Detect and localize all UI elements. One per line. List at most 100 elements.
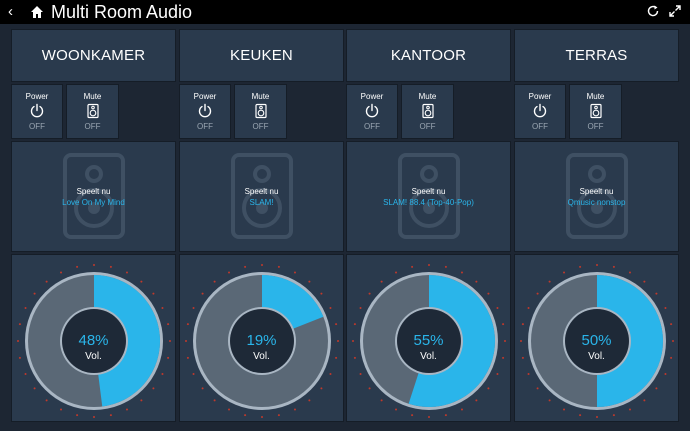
gauge-center [230,309,294,373]
power-button[interactable]: Power OFF [11,84,63,139]
volume-tick [161,372,164,375]
volume-tick [335,323,338,326]
mute-label: Mute [586,92,605,101]
speaker-icon [230,153,293,239]
power-label: Power [360,92,384,101]
mute-button[interactable]: Mute OFF [401,84,454,139]
volume-tick [670,323,673,326]
volume-tick [244,414,247,417]
volume-tick [664,372,667,375]
volume-tick [411,414,414,417]
volume-tick [308,399,311,402]
volume-tick [33,387,36,390]
speaker-icon [62,153,125,239]
speaker-mute-icon [86,103,99,119]
power-state: OFF [197,122,213,131]
volume-tick [45,399,48,402]
power-button[interactable]: Power OFF [179,84,231,139]
volume-tick [33,292,36,295]
volume-value: 55% [413,332,444,349]
volume-tick [395,271,398,274]
volume-tick [201,292,204,295]
volume-tick [536,387,539,390]
home-icon[interactable] [30,5,44,19]
fullscreen-icon[interactable] [668,4,682,18]
volume-tick [670,356,673,359]
room-title-tile: WOONKAMER [11,29,176,82]
volume-tick [643,399,646,402]
volume-label: Vol. [253,351,270,362]
volume-tick [460,271,463,274]
volume-dial[interactable]: 48% Vol. [11,254,176,422]
volume-tick [596,264,598,266]
volume-tick [368,387,371,390]
volume-tick [201,387,204,390]
power-label: Power [193,92,217,101]
volume-tick [548,280,551,283]
mute-button[interactable]: Mute OFF [66,84,119,139]
volume-tick [261,416,263,418]
power-icon [198,103,212,118]
power-button[interactable]: Power OFF [514,84,566,139]
room-title-tile: KEUKEN [179,29,344,82]
volume-label: Vol. [85,351,102,362]
room-name: KEUKEN [230,47,293,64]
volume-tick [380,399,383,402]
volume-tick [655,292,658,295]
chevron-left-icon[interactable]: ‹ [8,3,13,20]
volume-tick [213,399,216,402]
volume-dial[interactable]: 50% Vol. [514,254,679,422]
power-label: Power [25,92,49,101]
volume-tick [536,292,539,295]
now-playing-tile: Speelt nu SLAM! 88.4 (Top-40-Pop) [346,141,511,252]
volume-tick [329,372,332,375]
volume-tick [109,414,112,417]
volume-tick [395,408,398,411]
volume-tick [527,372,530,375]
volume-label: Vol. [420,351,437,362]
power-state: OFF [29,122,45,131]
volume-tick [140,280,143,283]
volume-tick [520,340,522,342]
refresh-icon[interactable] [646,4,660,18]
now-playing-title: SLAM! [249,198,274,207]
power-button[interactable]: Power OFF [346,84,398,139]
volume-tick [125,271,128,274]
volume-tick [496,307,499,310]
volume-tick [140,399,143,402]
speaker-icon [565,153,628,239]
volume-tick [527,307,530,310]
volume-tick [368,292,371,295]
volume-tick [167,356,170,359]
now-playing-title: SLAM! 88.4 (Top-40-Pop) [383,198,474,207]
gauge-center [62,309,126,373]
volume-dial[interactable]: 55% Vol. [346,254,511,422]
volume-gauge[interactable] [12,255,176,423]
mute-button[interactable]: Mute OFF [569,84,622,139]
volume-gauge[interactable] [180,255,344,423]
volume-gauge[interactable] [347,255,511,423]
volume-ticks [17,264,171,418]
now-playing-tile: Speelt nu Qmusic nonstop [514,141,679,252]
volume-tick [643,280,646,283]
now-playing-tile: Speelt nu SLAM! [179,141,344,252]
volume-tick [548,399,551,402]
volume-tick [213,280,216,283]
now-playing-title: Qmusic nonstop [567,198,626,207]
volume-tick [18,356,21,359]
room-title-tile: TERRAS [514,29,679,82]
volume-tick [335,356,338,359]
top-bar: ‹ Multi Room Audio [0,0,690,24]
volume-gauge[interactable] [515,255,679,423]
speaker-mute-icon [254,103,267,119]
volume-tick [460,408,463,411]
gauge-center [565,309,629,373]
mute-state: OFF [84,122,101,131]
volume-dial[interactable]: 19% Vol. [179,254,344,422]
mute-button[interactable]: Mute OFF [234,84,287,139]
volume-tick [428,264,430,266]
volume-tick [612,265,615,268]
volume-tick [596,416,598,418]
speaker-mute-icon [589,103,602,119]
volume-tick [444,265,447,268]
